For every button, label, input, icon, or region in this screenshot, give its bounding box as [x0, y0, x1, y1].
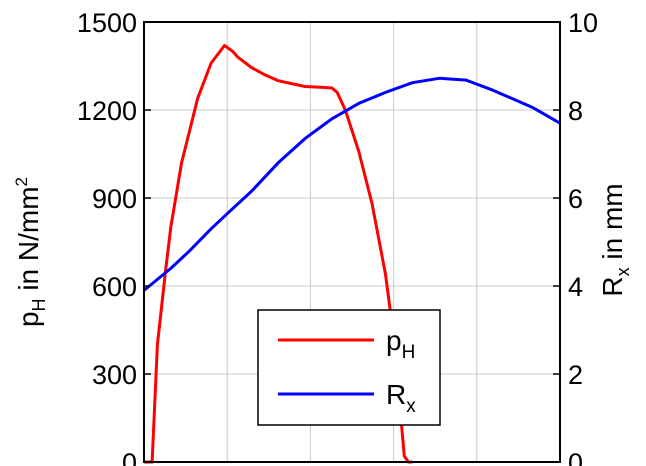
left-tick-label: 600: [92, 272, 137, 302]
legend-label-r-x: Rx: [386, 379, 416, 417]
legend: pH Rx: [257, 309, 441, 426]
right-axis-title-main: R: [597, 276, 628, 296]
right-tick-label: 0: [568, 448, 583, 466]
left-axis-title-rest: in N/mm: [13, 186, 44, 298]
left-axis-title-main: p: [13, 311, 44, 327]
right-axis-ticks: 0 2 4 6 8 10: [553, 8, 598, 466]
legend-label-p-h-sub: H: [402, 342, 416, 363]
left-axis-title-sub: H: [29, 298, 49, 311]
left-tick-label: 1200: [77, 96, 137, 126]
right-axis-title-sub: x: [613, 267, 633, 276]
legend-box: [257, 309, 441, 426]
left-axis-title-sup: 2: [12, 177, 31, 186]
right-tick-label: 4: [568, 272, 583, 302]
series-line-r-x: [143, 76, 561, 292]
left-axis-title: pH in N/mm2: [12, 177, 49, 327]
left-tick-label: 300: [92, 360, 137, 390]
right-tick-label: 6: [568, 184, 583, 214]
left-axis-ticks: 0 300 600 900 1200 1500: [77, 8, 151, 466]
right-axis-title: Rx in mm: [597, 183, 633, 296]
left-tick-label: 1500: [77, 8, 137, 38]
plot-frame: [143, 21, 561, 463]
right-axis-title-rest: in mm: [597, 183, 628, 267]
legend-label-r-x-sub: x: [406, 396, 416, 417]
legend-label-p-h: pH: [386, 325, 415, 363]
right-tick-label: 2: [568, 360, 583, 390]
legend-label-p-h-main: p: [386, 325, 402, 356]
right-tick-label: 10: [568, 8, 598, 38]
left-tick-label: 900: [92, 184, 137, 214]
right-tick-label: 8: [568, 96, 583, 126]
left-tick-label: 0: [122, 448, 137, 466]
legend-label-r-x-main: R: [386, 379, 406, 410]
